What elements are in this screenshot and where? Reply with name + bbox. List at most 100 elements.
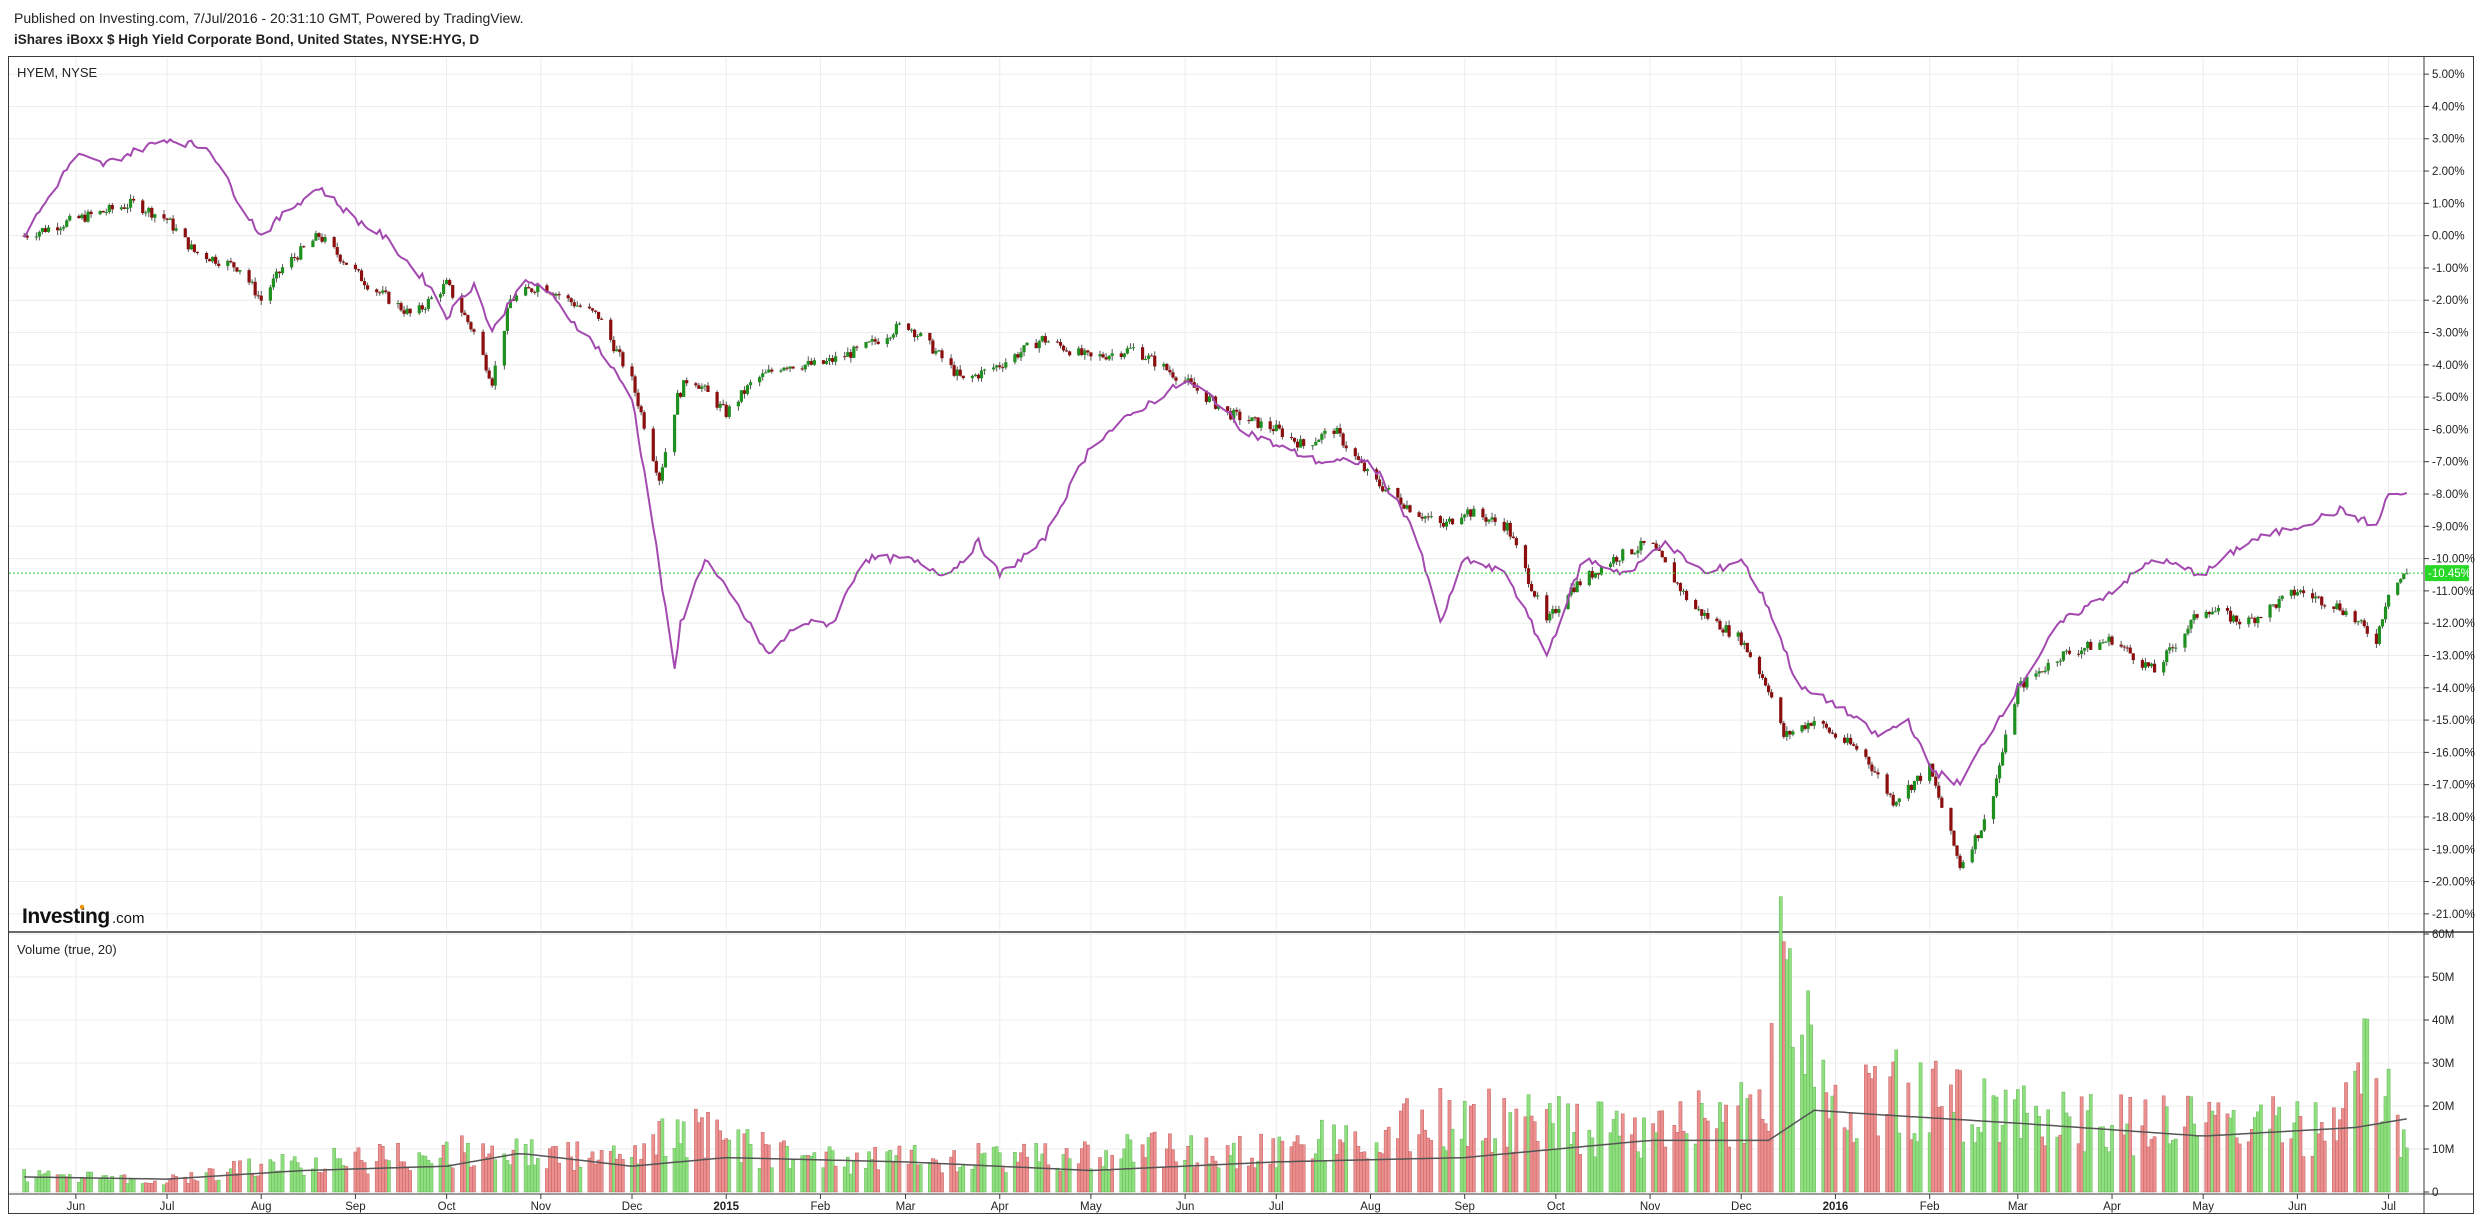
candle-down — [566, 295, 570, 299]
candle-down — [587, 306, 592, 309]
candle-down — [1529, 583, 1534, 592]
candle-down — [2122, 646, 2126, 648]
volume-bar-up — [1699, 1103, 1704, 1193]
candle-up — [1812, 720, 1816, 726]
volume-bar-down — [153, 1180, 157, 1193]
candle-down — [1824, 723, 1828, 728]
candle-down — [770, 369, 774, 372]
candle-down — [1864, 749, 1868, 757]
volume-bar-up — [1693, 1143, 1698, 1193]
volume-bar-up — [25, 1181, 30, 1193]
candle-down — [165, 218, 169, 220]
volume-bar-down — [1298, 1144, 1303, 1193]
candle-up — [2013, 704, 2017, 735]
candle-up — [2335, 603, 2339, 609]
volume-bar-up — [514, 1138, 519, 1193]
volume-bar-down — [1210, 1155, 1215, 1193]
volume-bar-down — [150, 1183, 154, 1193]
volume-bar-down — [2250, 1129, 2254, 1193]
candle-down — [356, 269, 361, 271]
candle-up — [1593, 572, 1597, 578]
volume-bar-down — [621, 1159, 625, 1193]
volume-bar-up — [2313, 1102, 2318, 1193]
time-axis[interactable]: Jun Jul Aug Sep Oct Nov Dec 2015 Feb Mar Apr May Jun… — [67, 1194, 2396, 1213]
volume-bar-down — [2280, 1142, 2285, 1193]
candle-up — [125, 207, 130, 209]
volume-bar-up — [1806, 990, 1810, 1193]
volume-bar-down — [1867, 1073, 1871, 1193]
volume-bar-down — [192, 1179, 197, 1193]
candle-up — [508, 299, 513, 309]
candle-up — [2386, 594, 2391, 607]
candle-up — [226, 260, 230, 266]
candle-down — [1119, 353, 1123, 357]
volume-bar-down — [599, 1150, 604, 1193]
volume-bar-up — [1788, 948, 1792, 1193]
volume-bar-up — [675, 1119, 680, 1193]
candle-up — [1608, 563, 1613, 568]
candle-down — [1958, 855, 1962, 868]
candle-up — [2162, 662, 2166, 673]
volume-bar-up — [2131, 1155, 2136, 1193]
volume-bar-up — [2195, 1136, 2199, 1193]
volume-bar-down — [2216, 1102, 2221, 1193]
candle-down — [359, 270, 364, 282]
candle-up — [1636, 550, 1640, 554]
candle-down — [1976, 835, 1980, 839]
volume-axis[interactable]: 60M 50M 40M 30M 20M 10M 0 — [2424, 929, 2454, 1199]
volume-bar-up — [2019, 1138, 2023, 1193]
time-tick-label: Nov — [531, 1201, 552, 1213]
volume-bar-down — [2207, 1101, 2212, 1193]
candle-up — [1846, 737, 1850, 743]
chart-header: Published on Investing.com, 7/Jul/2016 -… — [14, 8, 523, 50]
candle-up — [888, 337, 892, 339]
candle-down — [25, 235, 29, 238]
volume-bar-up — [2231, 1110, 2236, 1193]
time-tick-label: Aug — [1360, 1201, 1380, 1213]
volume-bar-down — [1620, 1113, 1625, 1193]
volume-bar-down — [1891, 1061, 1896, 1193]
candle-up — [2213, 611, 2217, 613]
volume-bar-up — [1608, 1132, 1613, 1193]
candle-up — [992, 367, 996, 370]
price-tick-label: -17.00% — [2432, 780, 2475, 792]
candle-down — [1399, 497, 1403, 505]
volume-bar-down — [1468, 1105, 1473, 1193]
price-axis[interactable]: 5.00% 4.00% 3.00% 2.00% 1.00% 0.00% -1.00% -2.0… — [2424, 69, 2475, 921]
candle-down — [1016, 354, 1020, 358]
volume-bar-up — [125, 1183, 130, 1193]
candle-down — [2125, 647, 2129, 649]
candle-down — [1204, 390, 1208, 402]
volume-bar-up — [466, 1143, 470, 1193]
volume-bar-up — [1821, 1059, 1826, 1193]
time-tick-label: Feb — [1920, 1201, 1940, 1213]
candle-up — [682, 380, 686, 397]
candle-down — [1767, 685, 1771, 693]
candle-up — [660, 467, 664, 481]
volume-bar-down — [2335, 1140, 2339, 1193]
volume-bar-down — [64, 1176, 69, 1193]
candle-down — [642, 412, 646, 429]
volume-bar-down — [833, 1165, 838, 1193]
candle-up — [1040, 336, 1044, 342]
volume-bar-up — [2274, 1115, 2278, 1193]
volume-bar-up — [2353, 1070, 2357, 1193]
volume-bar-down — [183, 1176, 188, 1193]
candle-down — [1891, 794, 1895, 806]
candle-down — [1821, 720, 1825, 724]
volume-bar-up — [1526, 1094, 1531, 1193]
candle-up — [970, 376, 974, 379]
candle-down — [1940, 797, 1944, 808]
volume-bar-up — [785, 1145, 789, 1193]
volume-bar-down — [1341, 1142, 1345, 1193]
candle-up — [736, 401, 740, 407]
volume-bar-down — [1429, 1140, 1434, 1193]
logo-suffix: .com — [112, 910, 145, 927]
volume-bar-down — [1253, 1167, 1257, 1193]
candle-up — [675, 392, 680, 415]
volume-bar-down — [596, 1159, 601, 1193]
volume-bar-down — [1149, 1132, 1154, 1193]
volume-bar-down — [554, 1146, 558, 1193]
logo-text: Investing — [22, 905, 110, 928]
